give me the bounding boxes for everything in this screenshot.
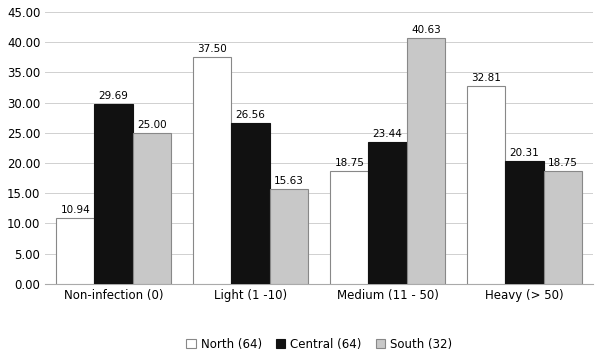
Text: 23.44: 23.44: [373, 129, 403, 139]
Bar: [467, 86, 505, 284]
Text: 29.69: 29.69: [99, 91, 128, 102]
Text: 37.50: 37.50: [197, 44, 227, 54]
Bar: [232, 123, 270, 284]
Text: 10.94: 10.94: [61, 205, 90, 215]
Text: 15.63: 15.63: [274, 177, 304, 186]
Bar: [544, 171, 582, 284]
Bar: [407, 38, 445, 284]
Bar: [505, 161, 544, 284]
Bar: [94, 104, 133, 284]
Legend: North (64), Central (64), South (32): North (64), Central (64), South (32): [182, 333, 457, 356]
Bar: [270, 189, 308, 284]
Text: 18.75: 18.75: [548, 158, 578, 167]
Text: 20.31: 20.31: [509, 148, 539, 158]
Text: 40.63: 40.63: [411, 25, 441, 35]
Bar: [56, 218, 94, 284]
Bar: [133, 133, 171, 284]
Bar: [193, 57, 232, 284]
Text: 25.00: 25.00: [137, 120, 167, 130]
Bar: [368, 142, 407, 284]
Text: 32.81: 32.81: [471, 72, 501, 83]
Text: 18.75: 18.75: [334, 158, 364, 167]
Text: 26.56: 26.56: [236, 110, 266, 120]
Bar: [330, 171, 368, 284]
